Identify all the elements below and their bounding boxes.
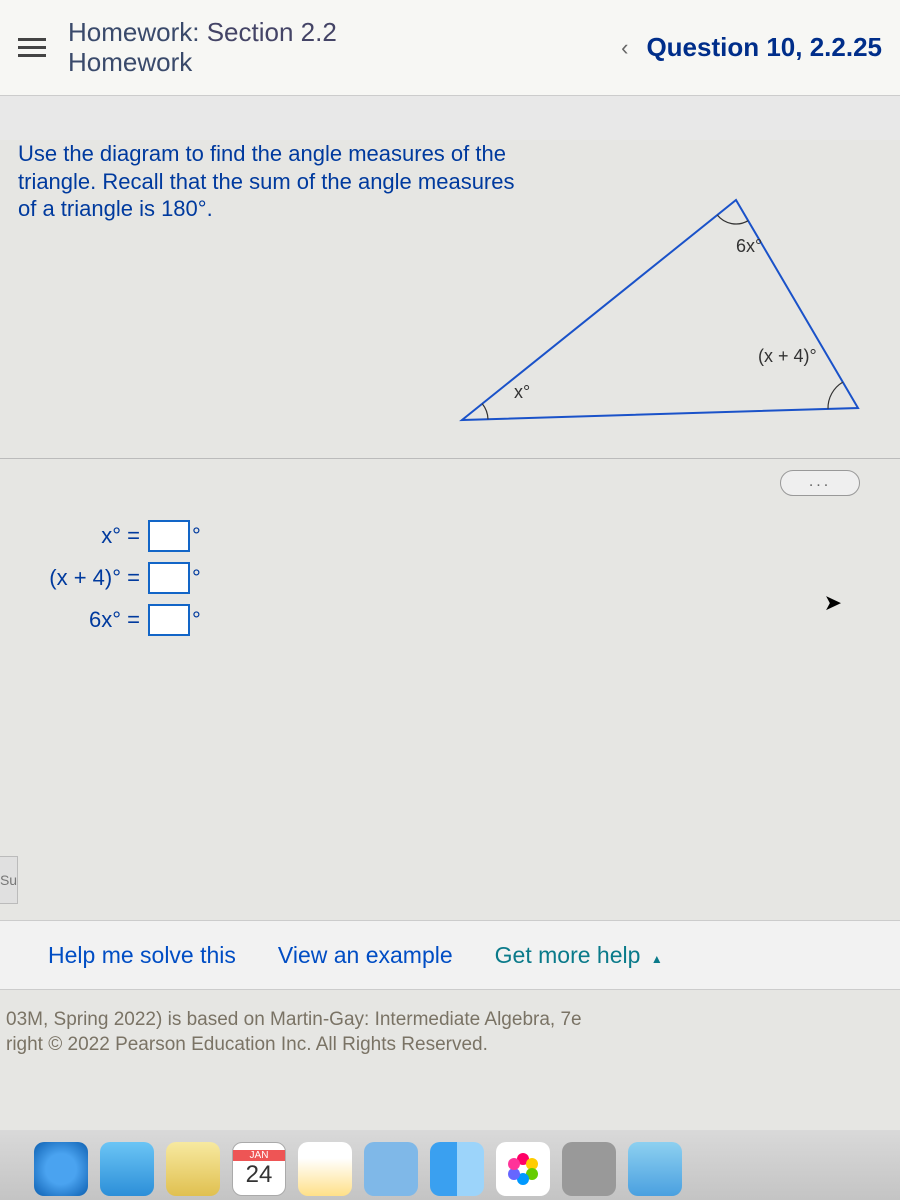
page-title: Homework: Section 2.2 Homework bbox=[68, 18, 337, 78]
help-bar: Help me solve this View an example Get m… bbox=[0, 920, 900, 990]
question-number: Question 10, 2.2.25 bbox=[646, 32, 882, 63]
homework-subtitle: Homework bbox=[68, 47, 192, 77]
app-header: Homework: Section 2.2 Homework ‹ Questio… bbox=[0, 0, 900, 96]
content-area: Use the diagram to find the angle measur… bbox=[0, 140, 900, 1140]
prev-question-icon[interactable]: ‹ bbox=[621, 35, 628, 61]
footer-line-1: 03M, Spring 2022) is based on Martin-Gay… bbox=[6, 1009, 582, 1030]
calendar-day: 24 bbox=[246, 1161, 273, 1189]
answer-row: x° = ° bbox=[30, 520, 201, 552]
vertex-label-top: 6x° bbox=[736, 236, 762, 257]
answer-label: x° = bbox=[30, 523, 140, 549]
answer-label: 6x° = bbox=[30, 607, 140, 633]
answer-input-x[interactable] bbox=[148, 520, 190, 552]
macos-dock: JAN 24 bbox=[0, 1130, 900, 1200]
answer-label: (x + 4)° = bbox=[30, 565, 140, 591]
dock-notes-icon[interactable] bbox=[298, 1142, 352, 1196]
section-divider bbox=[0, 458, 900, 459]
answer-row: (x + 4)° = ° bbox=[30, 562, 201, 594]
cursor-icon: ➤ bbox=[824, 590, 842, 616]
dock-photos-icon[interactable] bbox=[496, 1142, 550, 1196]
dock-calendar-icon[interactable]: JAN 24 bbox=[232, 1142, 286, 1196]
answer-inputs: x° = ° (x + 4)° = ° 6x° = ° bbox=[30, 510, 201, 646]
dock-safari-icon[interactable] bbox=[34, 1142, 88, 1196]
footer-line-2: right © 2022 Pearson Education Inc. All … bbox=[6, 1034, 488, 1055]
calendar-month: JAN bbox=[233, 1150, 285, 1161]
section-label: Section 2.2 bbox=[207, 17, 337, 47]
get-more-help-link[interactable]: Get more help ▲ bbox=[495, 942, 663, 969]
dock-mail-icon[interactable] bbox=[100, 1142, 154, 1196]
dock-app-icon[interactable] bbox=[364, 1142, 418, 1196]
degree-symbol: ° bbox=[192, 607, 201, 633]
homework-label: Homework: bbox=[68, 17, 207, 47]
side-tab[interactable]: Su bbox=[0, 856, 18, 904]
vertex-label-bottom-left: x° bbox=[514, 382, 530, 403]
answer-row: 6x° = ° bbox=[30, 604, 201, 636]
dock-app-icon[interactable] bbox=[628, 1142, 682, 1196]
more-options-button[interactable]: ... bbox=[780, 470, 860, 496]
answer-input-6x[interactable] bbox=[148, 604, 190, 636]
dock-settings-icon[interactable] bbox=[562, 1142, 616, 1196]
menu-icon[interactable] bbox=[18, 33, 46, 62]
dock-app-icon[interactable] bbox=[166, 1142, 220, 1196]
copyright-footer: 03M, Spring 2022) is based on Martin-Gay… bbox=[6, 1007, 890, 1058]
triangle-svg bbox=[458, 196, 868, 456]
help-solve-link[interactable]: Help me solve this bbox=[48, 942, 236, 969]
triangle-diagram: x° 6x° (x + 4)° bbox=[458, 196, 868, 456]
dropdown-up-icon: ▲ bbox=[651, 952, 663, 966]
vertex-label-bottom-right: (x + 4)° bbox=[758, 346, 817, 367]
view-example-link[interactable]: View an example bbox=[278, 942, 453, 969]
degree-symbol: ° bbox=[192, 523, 201, 549]
get-more-help-label: Get more help bbox=[495, 942, 641, 968]
answer-input-xplus4[interactable] bbox=[148, 562, 190, 594]
degree-symbol: ° bbox=[192, 565, 201, 591]
dock-finder-icon[interactable] bbox=[430, 1142, 484, 1196]
header-right: ‹ Question 10, 2.2.25 bbox=[621, 32, 882, 63]
